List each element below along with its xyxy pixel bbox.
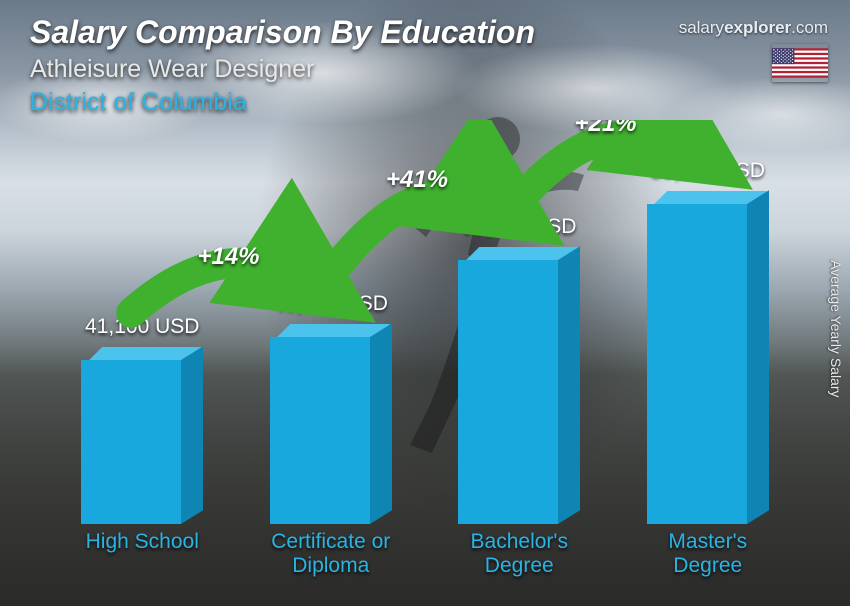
stage: Salary Comparison By Education Athleisur… bbox=[0, 0, 850, 606]
page-title: Salary Comparison By Education bbox=[30, 14, 535, 51]
bar-value-2: 66,200 USD bbox=[462, 215, 576, 239]
bar-2: 66,200 USD bbox=[439, 215, 599, 524]
bar-value-0: 41,100 USD bbox=[85, 315, 199, 339]
bar-label-1: Certificate orDiploma bbox=[251, 530, 411, 586]
bar-shape-3 bbox=[647, 191, 769, 524]
bar-1: 46,900 USD bbox=[251, 292, 411, 524]
brand-text: salaryexplorer.com bbox=[679, 18, 828, 38]
brand-text-b: explorer bbox=[724, 18, 791, 37]
bar-label-0: High School bbox=[62, 530, 222, 586]
page-subtitle: Athleisure Wear Designer bbox=[30, 55, 535, 84]
bar-label-2: Bachelor'sDegree bbox=[439, 530, 599, 586]
bar-value-1: 46,900 USD bbox=[274, 292, 388, 316]
chart-area: 41,100 USD 46,900 USD 66,200 USD 80,200 USD… bbox=[48, 120, 802, 586]
brand-block: salaryexplorer.com bbox=[679, 18, 828, 82]
bar-shape-0 bbox=[81, 347, 203, 524]
page-location: District of Columbia bbox=[30, 88, 535, 117]
bar-0: 41,100 USD bbox=[62, 315, 222, 524]
y-axis-label: Average Yearly Salary bbox=[828, 260, 844, 398]
flag-icon bbox=[772, 44, 828, 82]
bars-container: 41,100 USD 46,900 USD 66,200 USD 80,200 USD bbox=[48, 120, 802, 524]
brand-text-c: .com bbox=[791, 18, 828, 37]
brand-text-a: salary bbox=[679, 18, 724, 37]
labels-container: High School Certificate orDiploma Bachelor… bbox=[48, 530, 802, 586]
bar-value-3: 80,200 USD bbox=[651, 159, 765, 183]
bar-3: 80,200 USD bbox=[628, 159, 788, 524]
bar-shape-1 bbox=[270, 324, 392, 524]
title-block: Salary Comparison By Education Athleisur… bbox=[30, 14, 535, 117]
bar-label-3: Master'sDegree bbox=[628, 530, 788, 586]
bar-shape-2 bbox=[458, 247, 580, 524]
